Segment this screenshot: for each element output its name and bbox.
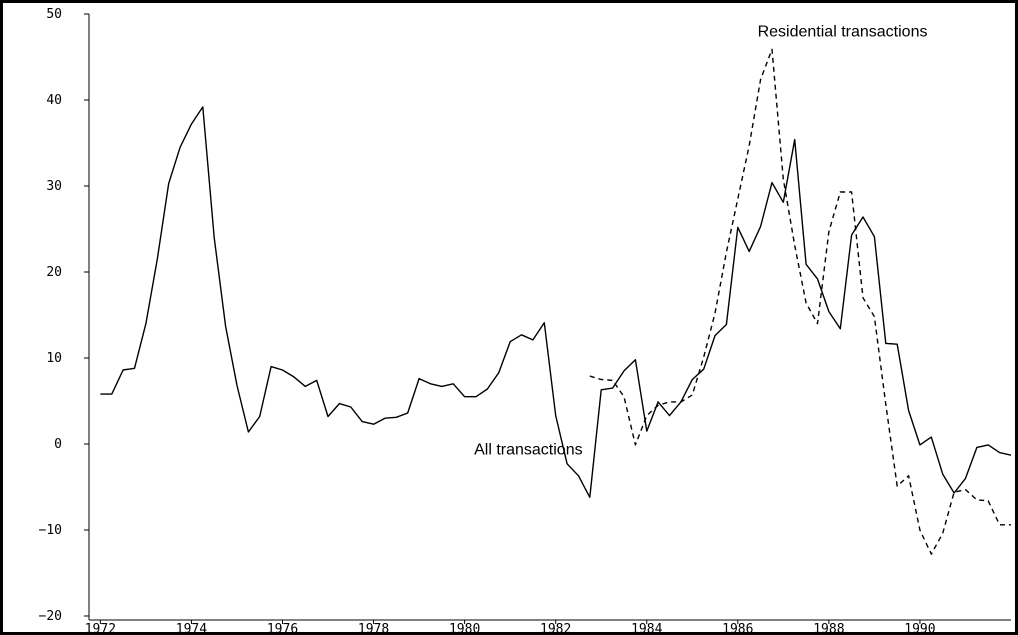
x-axis-ticks: 1972 1974 1976 1978 1980 1982 1984 1986 1988 1990: [85, 620, 936, 635]
y-tick-label: 30: [46, 179, 62, 194]
series-all-transactions-line: [100, 106, 1012, 498]
x-tick-label: 1990: [904, 622, 935, 635]
series-residential-transactions-line: [589, 48, 1011, 555]
x-tick-label: 1984: [631, 622, 662, 635]
y-tick-label: −10: [39, 523, 62, 538]
x-tick-label: 1972: [85, 622, 116, 635]
x-tick-label: 1976: [267, 622, 298, 635]
y-tick-label: 0: [54, 437, 62, 452]
y-tick-label: 40: [46, 93, 62, 108]
x-tick-label: 1986: [722, 622, 753, 635]
axes: [88, 14, 1011, 621]
x-tick-label: 1974: [176, 622, 207, 635]
x-tick-label: 1982: [540, 622, 571, 635]
x-tick-label: 1978: [358, 622, 389, 635]
y-tick-label: 20: [46, 265, 62, 280]
y-axis-ticks: −20 −10 0 10 20 30 40 50: [39, 7, 89, 624]
series-layer: [100, 48, 1012, 555]
y-tick-label: −20: [39, 609, 62, 624]
x-tick-label: 1980: [449, 622, 480, 635]
annotations: All transactions Residential transactions: [474, 23, 927, 458]
x-tick-label: 1988: [813, 622, 844, 635]
y-tick-label: 10: [46, 351, 62, 366]
annotation-residential-transactions: Residential transactions: [758, 23, 928, 40]
annotation-all-transactions: All transactions: [474, 441, 583, 458]
y-tick-label: 50: [46, 7, 62, 22]
